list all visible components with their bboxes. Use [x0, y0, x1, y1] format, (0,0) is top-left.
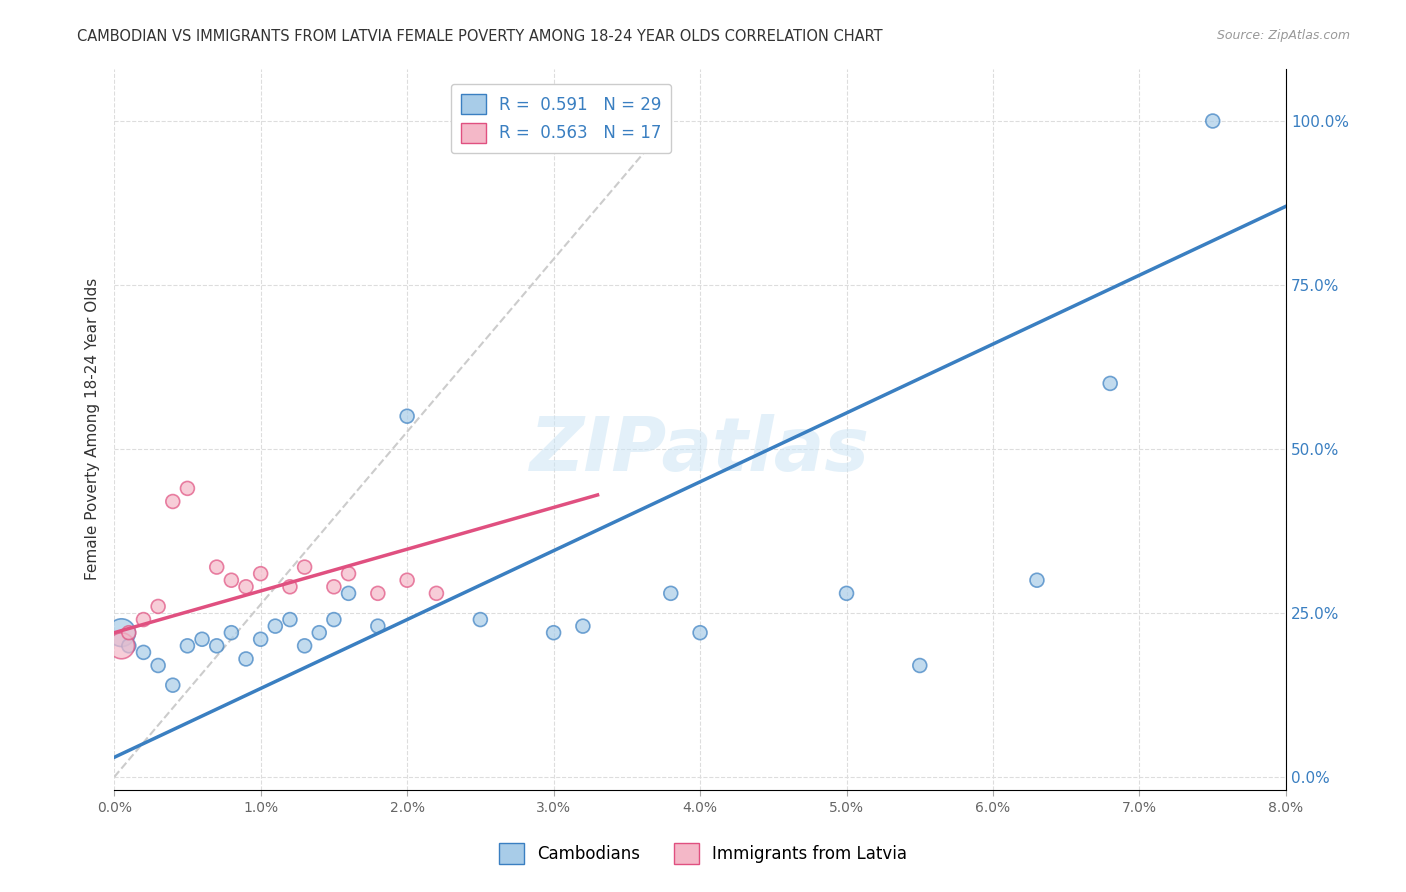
Point — [689, 625, 711, 640]
Point — [162, 678, 184, 692]
Point — [110, 625, 132, 640]
Point — [118, 639, 141, 653]
Point — [294, 560, 316, 574]
Point — [367, 586, 389, 600]
Point — [176, 482, 198, 496]
Point — [337, 586, 360, 600]
Point — [118, 625, 141, 640]
Point — [1202, 114, 1225, 128]
Point — [110, 639, 132, 653]
Point — [425, 586, 447, 600]
Point — [835, 586, 858, 600]
Point — [146, 599, 169, 614]
Point — [132, 613, 155, 627]
Point — [572, 619, 595, 633]
Point — [249, 632, 271, 647]
Legend: Cambodians, Immigrants from Latvia: Cambodians, Immigrants from Latvia — [492, 837, 914, 871]
Point — [205, 639, 228, 653]
Point — [264, 619, 287, 633]
Point — [235, 652, 257, 666]
Point — [543, 625, 565, 640]
Point — [205, 560, 228, 574]
Point — [294, 639, 316, 653]
Y-axis label: Female Poverty Among 18-24 Year Olds: Female Poverty Among 18-24 Year Olds — [86, 278, 100, 581]
Point — [221, 625, 243, 640]
Text: CAMBODIAN VS IMMIGRANTS FROM LATVIA FEMALE POVERTY AMONG 18-24 YEAR OLDS CORRELA: CAMBODIAN VS IMMIGRANTS FROM LATVIA FEMA… — [77, 29, 883, 44]
Point — [278, 580, 301, 594]
Text: ZIPatlas: ZIPatlas — [530, 415, 870, 488]
Point — [908, 658, 931, 673]
Text: Source: ZipAtlas.com: Source: ZipAtlas.com — [1216, 29, 1350, 42]
Point — [1099, 376, 1122, 391]
Point — [659, 586, 682, 600]
Point — [470, 613, 492, 627]
Point — [337, 566, 360, 581]
Point — [235, 580, 257, 594]
Point — [396, 573, 419, 587]
Point — [278, 613, 301, 627]
Point — [249, 566, 271, 581]
Point — [367, 619, 389, 633]
Point — [191, 632, 214, 647]
Point — [162, 494, 184, 508]
Point — [132, 645, 155, 659]
Point — [322, 613, 344, 627]
Point — [308, 625, 330, 640]
Point — [221, 573, 243, 587]
Legend: R =  0.591   N = 29, R =  0.563   N = 17: R = 0.591 N = 29, R = 0.563 N = 17 — [450, 84, 671, 153]
Point — [146, 658, 169, 673]
Point — [396, 409, 419, 424]
Point — [1026, 573, 1049, 587]
Point — [176, 639, 198, 653]
Point — [322, 580, 344, 594]
